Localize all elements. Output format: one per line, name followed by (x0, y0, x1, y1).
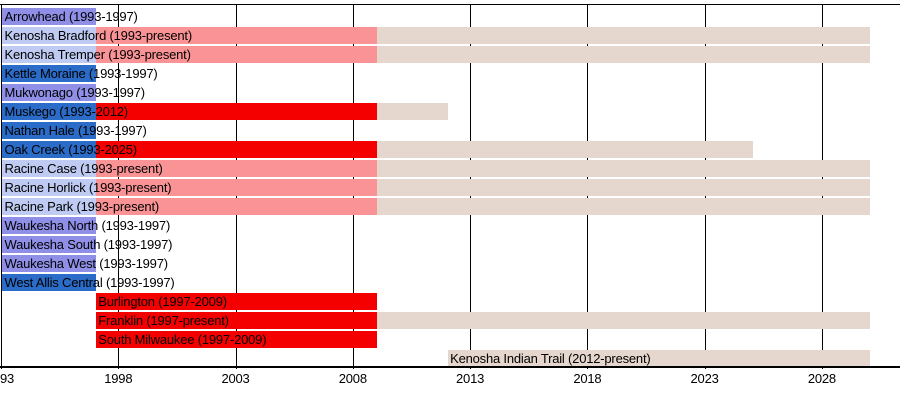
row-label: Kenosha Bradford (1993-present) (4, 28, 193, 43)
bar-segment-pink (95, 198, 378, 215)
bar-segment-purple (2, 255, 96, 272)
bar-segment-red (95, 312, 378, 329)
x-axis-tick-label: 2008 (338, 371, 367, 386)
bar-segment-purple (2, 84, 96, 101)
row-label: Waukesha West (1993-1997) (4, 256, 169, 271)
row-label: Racine Park (1993-present) (4, 199, 160, 214)
bar-segment-pink (95, 27, 378, 44)
bar-segment-red (95, 103, 378, 120)
row-label: Kenosha Tremper (1993-present) (4, 47, 191, 62)
x-axis-tick-label: 2003 (221, 371, 250, 386)
bar-segment-purple (2, 8, 96, 25)
bar-segment-red (95, 331, 378, 348)
x-axis-tick-label: 2013 (456, 371, 485, 386)
bar-segment-blue (2, 141, 96, 158)
bar-segment-tan (377, 198, 870, 215)
bar-segment-light_blue (2, 46, 96, 63)
row-label: West Allis Central (1993-1997) (4, 275, 175, 290)
row-label: Waukesha South (1993-1997) (4, 237, 173, 252)
bar-segment-tan (377, 179, 870, 196)
bar-segment-purple (2, 236, 96, 253)
bar-segment-pink (95, 160, 378, 177)
x-axis-tick-label: 1998 (104, 371, 133, 386)
chart-top-border (0, 4, 900, 5)
bar-segment-blue (2, 103, 96, 120)
bar-segment-light_blue (2, 27, 96, 44)
bar-segment-light_blue (2, 179, 96, 196)
bar-segment-light_blue (2, 160, 96, 177)
bar-segment-light_blue (2, 198, 96, 215)
row-label: Racine Case (1993-present) (4, 161, 163, 176)
x-axis-tick-label: 2028 (807, 371, 836, 386)
row-label: Nathan Hale (1993-1997) (4, 123, 147, 138)
bar-segment-purple (2, 217, 96, 234)
bar-segment-red (95, 141, 378, 158)
x-axis-tick-label: 2018 (573, 371, 602, 386)
bar-segment-blue (2, 65, 96, 82)
row-label: Kenosha Indian Trail (2012-present) (450, 351, 651, 366)
row-label: Kettle Moraine (1993-1997) (4, 66, 158, 81)
x-axis-tick-label: 2023 (690, 371, 719, 386)
bar-segment-tan (377, 27, 870, 44)
row-label: Franklin (1997-present) (98, 313, 229, 328)
bar-segment-pink (95, 46, 378, 63)
x-axis-line (0, 366, 900, 368)
row-label: Mukwonago (1993-1997) (4, 85, 146, 100)
bar-segment-tan (377, 312, 870, 329)
bar-segment-tan (377, 103, 448, 120)
row-label: Waukesha North (1993-1997) (4, 218, 171, 233)
row-label: South Milwaukee (1997-2009) (98, 332, 267, 347)
row-label: Arrowhead (1993-1997) (4, 9, 138, 24)
row-label: Oak Creek (1993-2025) (4, 142, 138, 157)
bar-segment-tan (447, 350, 870, 367)
bar-segment-blue (2, 274, 96, 291)
bar-segment-tan (377, 141, 753, 158)
row-label: Muskego (1993-2012) (4, 104, 129, 119)
bar-segment-tan (377, 160, 870, 177)
bar-segment-blue (2, 122, 96, 139)
x-axis-tick-label: 93 (0, 371, 15, 386)
bar-segment-pink (95, 179, 378, 196)
row-label: Burlington (1997-2009) (98, 294, 227, 309)
bar-segment-red (95, 293, 378, 310)
year-gridline (1, 4, 2, 369)
bar-segment-tan (377, 46, 870, 63)
row-label: Racine Horlick (1993-present) (4, 180, 172, 195)
